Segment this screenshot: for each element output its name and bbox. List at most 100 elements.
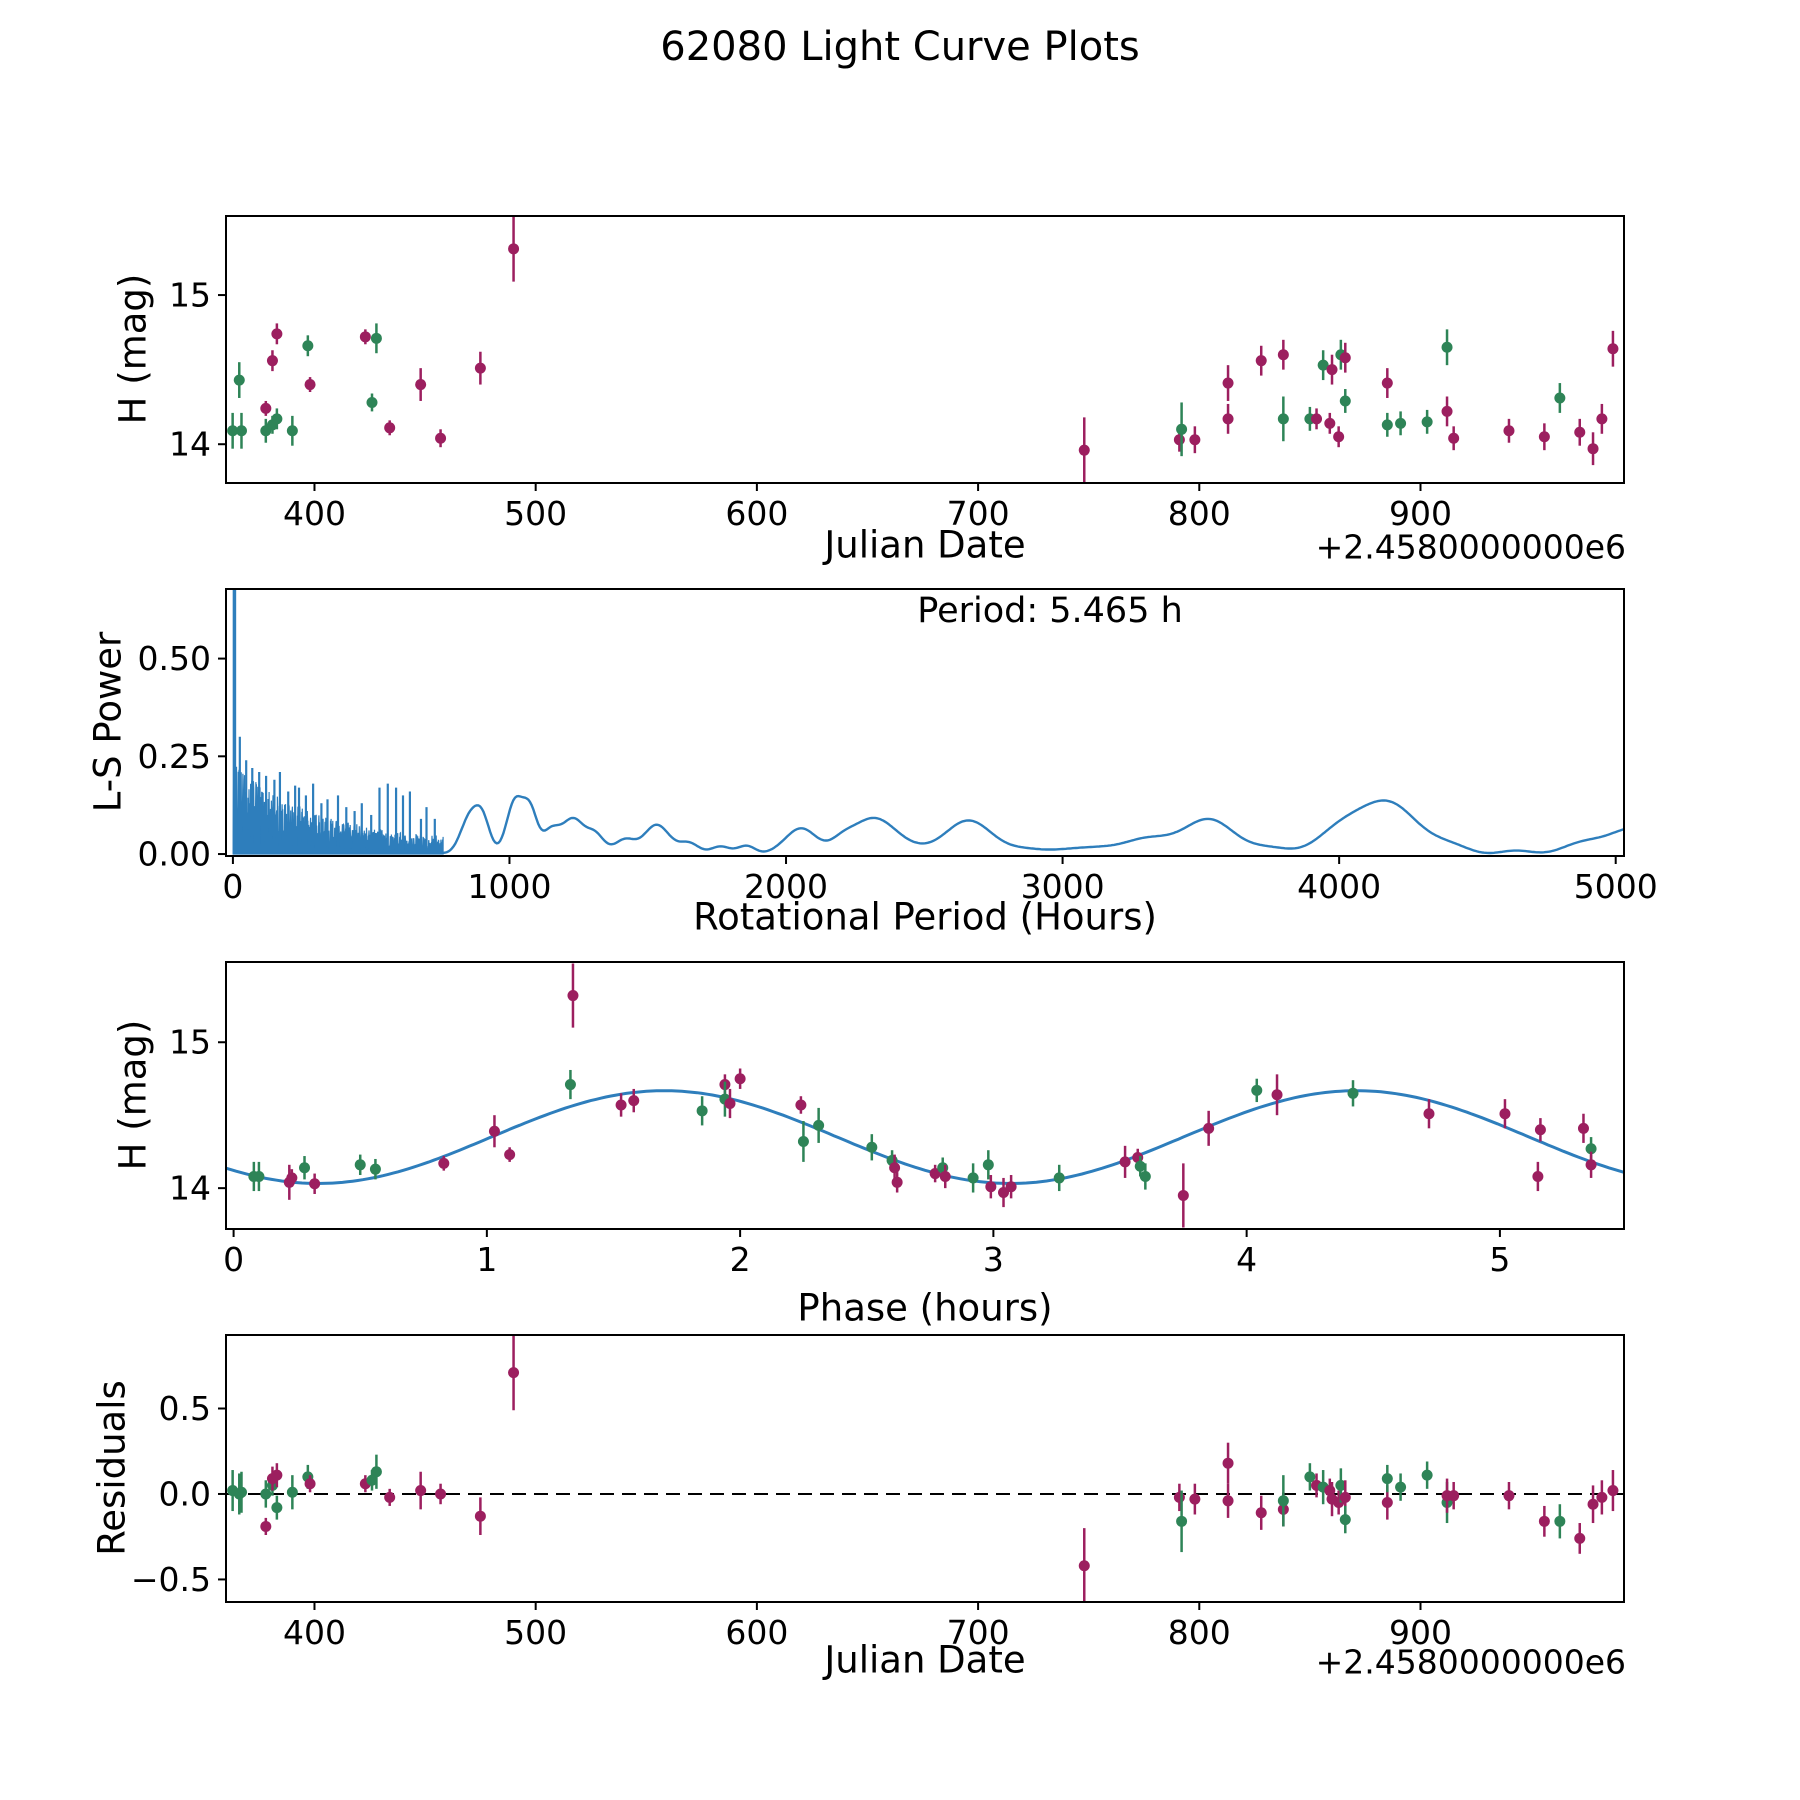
data-point xyxy=(1053,1172,1065,1184)
data-point xyxy=(384,1491,396,1503)
data-point xyxy=(1339,1491,1351,1503)
data-point xyxy=(1255,355,1267,367)
data-point xyxy=(1333,431,1345,443)
x-tick-label: 500 xyxy=(504,494,567,533)
axis-label-julian-date-top: Julian Date xyxy=(824,523,1026,567)
x-tick-label: 2 xyxy=(730,1240,751,1279)
data-point xyxy=(1381,377,1393,389)
x-tick-label: 400 xyxy=(283,1613,346,1652)
data-point xyxy=(813,1119,825,1131)
y-tick-label: 0.50 xyxy=(138,639,211,678)
data-point xyxy=(1607,343,1619,355)
x-tick-label: 1 xyxy=(476,1240,497,1279)
data-point xyxy=(1222,413,1234,425)
data-point xyxy=(1189,434,1201,446)
data-point xyxy=(1441,341,1453,353)
data-point xyxy=(1271,1089,1283,1101)
x-tick-label: 1000 xyxy=(467,867,551,906)
data-point xyxy=(567,990,579,1002)
data-point xyxy=(235,1486,247,1498)
data-point xyxy=(227,425,239,437)
data-point xyxy=(1585,1143,1597,1155)
data-point xyxy=(724,1098,736,1110)
y-tick-label: 14 xyxy=(169,425,211,464)
data-point xyxy=(734,1073,746,1085)
data-point xyxy=(369,1163,381,1175)
panel-raw-light-curve: 400 500 600 700 800 900 14 15 xyxy=(169,215,1625,533)
axes-spines xyxy=(225,215,1625,484)
data-point xyxy=(889,1162,901,1174)
x-tick-label: 0 xyxy=(223,1240,244,1279)
data-point xyxy=(354,1159,366,1171)
data-point xyxy=(1176,423,1188,435)
data-point xyxy=(1596,1491,1608,1503)
y-tick-label: 0.00 xyxy=(138,835,211,874)
data-point xyxy=(1381,1497,1393,1509)
panel-residuals: 400 500 600 700 800 900 −0.5 0.0 0.5 xyxy=(131,1334,1625,1652)
data-point xyxy=(474,362,486,374)
x-tick-label: 600 xyxy=(725,494,788,533)
data-point xyxy=(891,1176,903,1188)
data-point xyxy=(435,432,447,444)
data-point xyxy=(233,374,245,386)
data-point xyxy=(1324,417,1336,429)
sinusoid-fit-curve xyxy=(226,1089,1624,1186)
data-point xyxy=(299,1162,311,1174)
data-point xyxy=(508,1367,520,1379)
data-point xyxy=(1381,1473,1393,1485)
y-tick-label: 0.25 xyxy=(138,737,211,776)
data-point xyxy=(1381,419,1393,431)
plot-area-p4 xyxy=(226,1335,1624,1602)
data-point xyxy=(628,1095,640,1107)
data-point xyxy=(1173,434,1185,446)
data-point xyxy=(1538,431,1550,443)
data-point xyxy=(1587,1498,1599,1510)
data-point xyxy=(271,1469,283,1481)
data-point xyxy=(1554,1515,1566,1527)
data-point xyxy=(1134,1160,1146,1172)
data-point xyxy=(415,1485,427,1497)
data-point xyxy=(929,1168,941,1180)
data-point xyxy=(266,355,278,367)
data-point xyxy=(1078,1560,1090,1572)
data-point xyxy=(1277,1495,1289,1507)
data-point xyxy=(1222,377,1234,389)
data-point xyxy=(1335,1479,1347,1491)
x-tick-label: 800 xyxy=(1168,1613,1231,1652)
x-tick-label: 700 xyxy=(947,1613,1010,1652)
data-point xyxy=(1448,1490,1460,1502)
data-point xyxy=(998,1187,1010,1199)
data-point xyxy=(435,1488,447,1500)
x-tick-label: 400 xyxy=(283,494,346,533)
data-point xyxy=(1339,1514,1351,1526)
data-point xyxy=(260,402,272,414)
data-point xyxy=(1203,1122,1215,1134)
data-point xyxy=(286,1172,298,1184)
data-point xyxy=(359,331,371,343)
data-point xyxy=(271,1502,283,1514)
x-tick-label: 700 xyxy=(947,494,1010,533)
data-point xyxy=(260,1488,272,1500)
data-point xyxy=(1119,1156,1131,1168)
data-point xyxy=(1423,1108,1435,1120)
axes-spines xyxy=(225,961,1625,1230)
y-tick-label: 15 xyxy=(169,1023,211,1062)
plot-area-p3 xyxy=(226,963,1624,1228)
data-point xyxy=(1189,1493,1201,1505)
data-point xyxy=(1534,1124,1546,1136)
period-annotation: Period: 5.465 h xyxy=(917,591,1183,631)
data-point xyxy=(474,1510,486,1522)
data-point xyxy=(1078,444,1090,456)
data-point xyxy=(982,1159,994,1171)
data-point xyxy=(1176,1515,1188,1527)
y-tick-label: 14 xyxy=(169,1169,211,1208)
data-point xyxy=(1304,1471,1316,1483)
data-point xyxy=(1222,1457,1234,1469)
figure-title: 62080 Light Curve Plots xyxy=(660,24,1140,70)
panel-phased-light-curve: 0 1 2 3 4 5 14 15 xyxy=(169,961,1625,1279)
data-point xyxy=(302,340,314,352)
x-tick-label: 500 xyxy=(504,1613,567,1652)
data-point xyxy=(1532,1170,1544,1182)
data-point xyxy=(1538,1515,1550,1527)
